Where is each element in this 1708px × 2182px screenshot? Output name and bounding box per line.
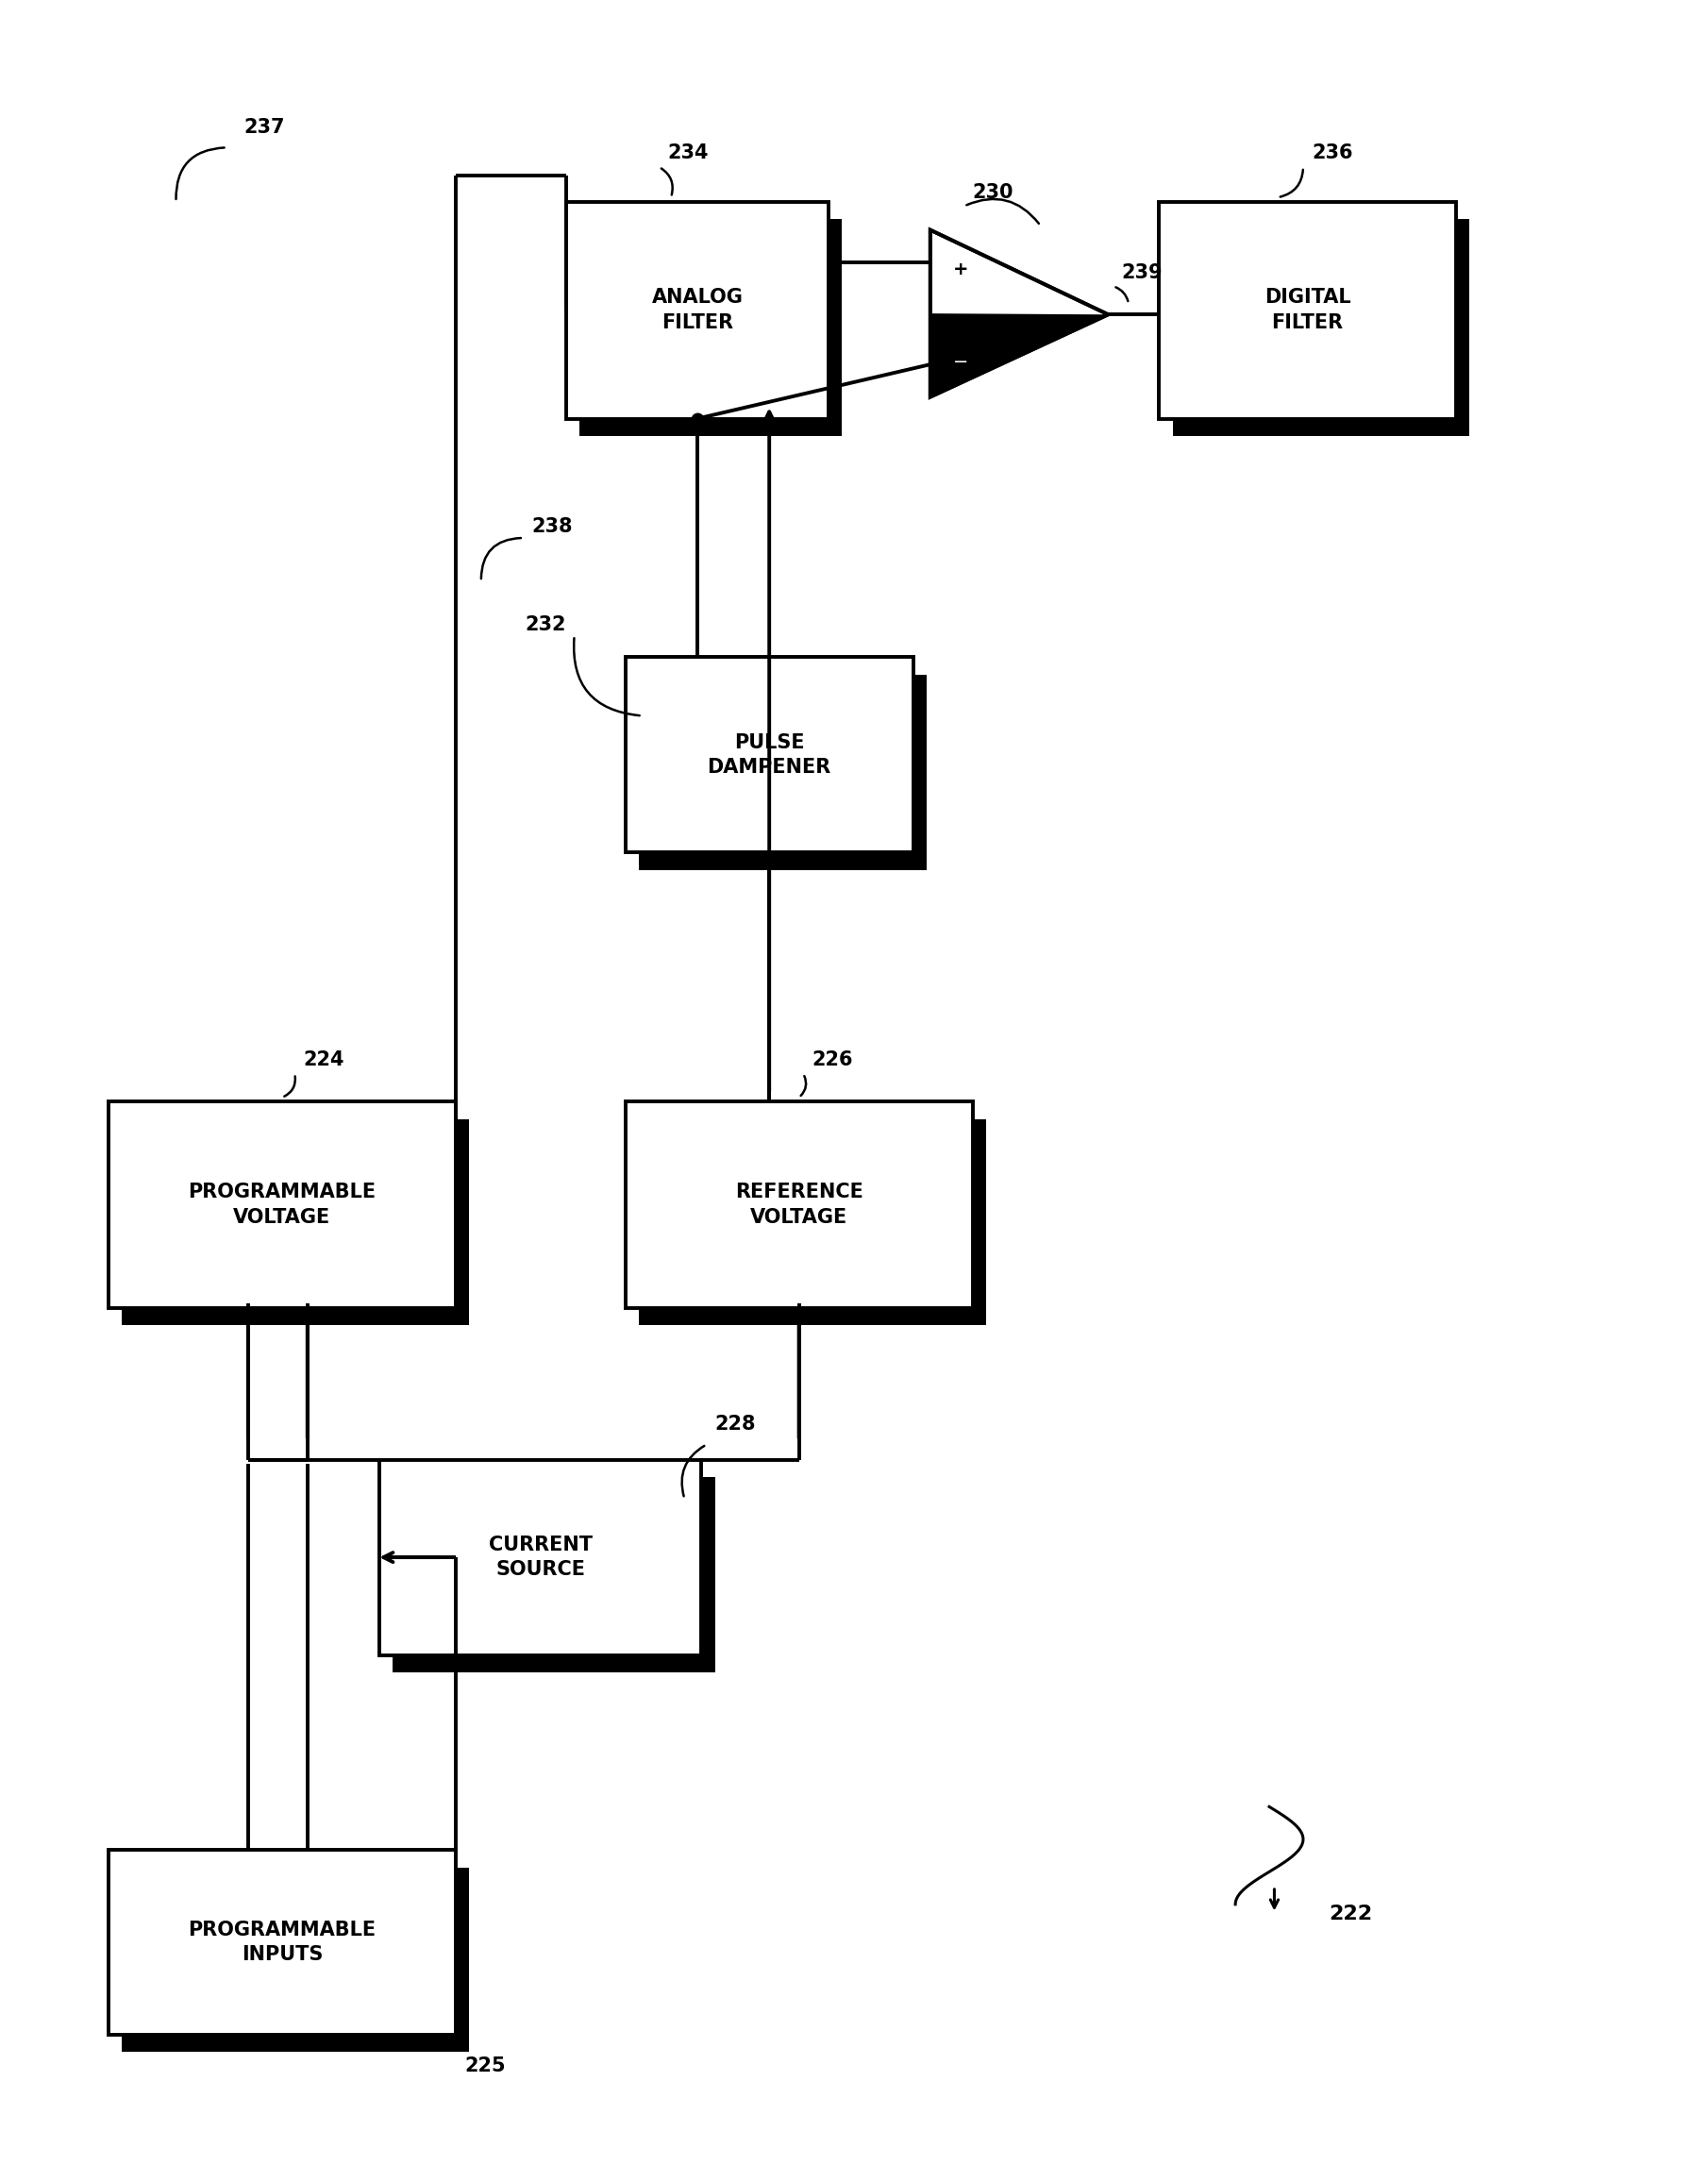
Bar (108, 1850, 456, 2034)
Text: −: − (953, 353, 968, 371)
Text: 226: 226 (811, 1050, 852, 1069)
Text: PROGRAMMABLE
VOLTAGE: PROGRAMMABLE VOLTAGE (188, 1183, 376, 1226)
Text: 224: 224 (302, 1050, 345, 1069)
Text: 222: 222 (1329, 1905, 1372, 1922)
Text: REFERENCE
VOLTAGE: REFERENCE VOLTAGE (734, 1183, 863, 1226)
Bar (1173, 218, 1469, 436)
Bar (121, 1868, 470, 2051)
Bar (121, 1119, 470, 1324)
Text: ANALOG
FILTER: ANALOG FILTER (651, 288, 743, 332)
Polygon shape (931, 229, 1108, 397)
Text: 225: 225 (465, 2055, 506, 2075)
Text: 228: 228 (716, 1414, 757, 1434)
Text: +: + (953, 260, 968, 277)
Text: 237: 237 (244, 118, 285, 137)
Text: 239: 239 (1122, 264, 1163, 281)
Text: 236: 236 (1312, 144, 1353, 164)
Bar (579, 218, 842, 436)
Bar (393, 1477, 716, 1671)
Bar (379, 1460, 702, 1654)
Polygon shape (931, 314, 1108, 397)
Text: PROGRAMMABLE
INPUTS: PROGRAMMABLE INPUTS (188, 1920, 376, 1964)
Text: 238: 238 (531, 517, 572, 537)
Bar (639, 674, 927, 871)
Bar (625, 657, 914, 853)
Bar (1160, 201, 1455, 419)
Bar (625, 1102, 972, 1307)
Text: PULSE
DAMPENER: PULSE DAMPENER (707, 733, 832, 777)
Bar (565, 201, 828, 419)
Text: 232: 232 (524, 615, 565, 635)
Text: 234: 234 (668, 144, 709, 164)
Text: 230: 230 (972, 183, 1013, 201)
Text: CURRENT
SOURCE: CURRENT SOURCE (488, 1536, 593, 1580)
Text: DIGITAL
FILTER: DIGITAL FILTER (1264, 288, 1351, 332)
Bar (639, 1119, 986, 1324)
Bar (108, 1102, 456, 1307)
